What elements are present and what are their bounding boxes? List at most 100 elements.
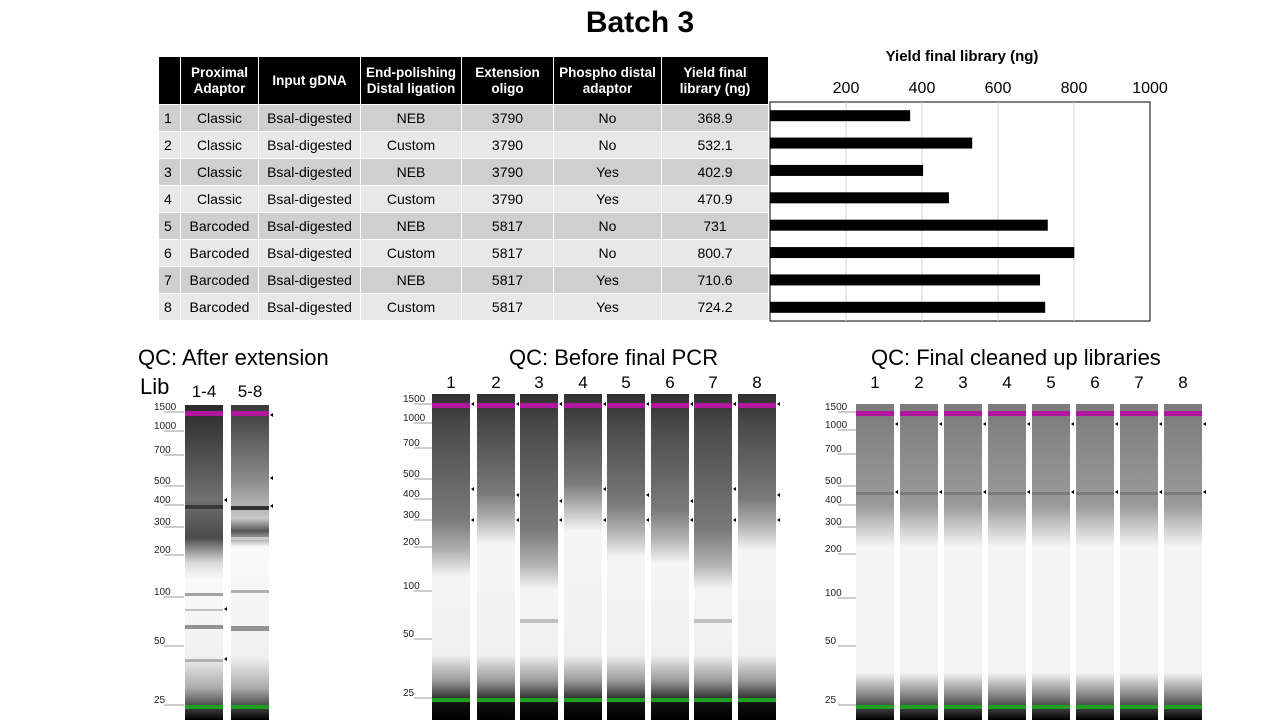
- cell-end-polishing: NEB: [360, 104, 462, 132]
- cell-extension-oligo: 3790: [461, 131, 554, 159]
- peak-marker: [1071, 490, 1074, 494]
- peak-marker: [270, 504, 273, 508]
- cell-index: 2: [159, 131, 181, 159]
- x-tick-label: 1000: [1132, 80, 1168, 97]
- gel-lane: [900, 404, 938, 720]
- cell-yield: 470.9: [661, 185, 769, 213]
- cell-input-gdna: Bsal-digested: [258, 104, 361, 132]
- lower-marker-band: [738, 698, 776, 702]
- gel-band: [231, 537, 269, 540]
- ladder-label: 300: [403, 510, 420, 521]
- peak-marker: [1027, 422, 1030, 426]
- upper-marker-band: [988, 411, 1026, 416]
- lower-marker-band: [988, 705, 1026, 709]
- lane-label: 3: [958, 373, 967, 392]
- header-input-gdna: Input gDNA: [258, 57, 361, 105]
- lane-label: 1-4: [192, 382, 217, 401]
- cell-input-gdna: Bsal-digested: [258, 185, 361, 213]
- table-row: 4 Classic Bsal-digested Custom 3790 Yes 470.9: [159, 185, 769, 213]
- cell-input-gdna: Bsal-digested: [258, 239, 361, 267]
- x-tick-label: 400: [909, 80, 936, 97]
- lower-marker-band: [432, 698, 470, 702]
- chart-title: Yield final library (ng): [885, 48, 1039, 65]
- gel-lane: [185, 405, 223, 720]
- gel-lane: [1120, 404, 1158, 720]
- cell-index: 5: [159, 212, 181, 240]
- cell-phospho-adaptor: Yes: [553, 266, 662, 294]
- lower-marker-band: [651, 698, 689, 702]
- cell-proximal-adaptor: Classic: [180, 185, 259, 213]
- bar-7: [770, 274, 1041, 286]
- cell-extension-oligo: 5817: [461, 266, 554, 294]
- gel-band: [1076, 492, 1114, 495]
- peak-marker: [1027, 490, 1030, 494]
- gel-band: [1120, 492, 1158, 495]
- cell-proximal-adaptor: Classic: [180, 158, 259, 186]
- cell-phospho-adaptor: No: [553, 104, 662, 132]
- cell-input-gdna: Bsal-digested: [258, 212, 361, 240]
- peak-marker: [270, 413, 273, 417]
- lane-label: 4: [578, 373, 587, 392]
- cell-proximal-adaptor: Classic: [180, 104, 259, 132]
- bar-2: [770, 137, 973, 149]
- peak-marker: [224, 498, 227, 502]
- upper-marker-band: [607, 403, 645, 408]
- bar-8: [770, 301, 1046, 313]
- ladder-label: 500: [403, 469, 420, 480]
- peak-marker: [471, 518, 474, 522]
- header-yield: Yield final library (ng): [661, 57, 769, 105]
- upper-marker-band: [185, 411, 223, 416]
- cell-extension-oligo: 5817: [461, 293, 554, 320]
- peak-marker: [983, 422, 986, 426]
- peak-marker: [1115, 490, 1118, 494]
- peak-marker: [516, 518, 519, 522]
- cell-input-gdna: Bsal-digested: [258, 293, 361, 320]
- upper-marker-band: [564, 403, 602, 408]
- ladder-label: 100: [154, 587, 171, 598]
- ladder-label: 50: [825, 636, 837, 647]
- peak-marker: [646, 493, 649, 497]
- ladder-label: 25: [825, 695, 837, 706]
- peak-marker: [646, 402, 649, 406]
- upper-marker-band: [477, 403, 515, 408]
- ladder-label: 700: [825, 444, 842, 455]
- ladder-label: 300: [154, 517, 171, 528]
- peak-marker: [733, 487, 736, 491]
- gel-band: [185, 609, 223, 611]
- ladder-label: 25: [403, 688, 415, 699]
- peak-marker: [1159, 490, 1162, 494]
- lower-marker-band: [1032, 705, 1070, 709]
- peak-marker: [690, 402, 693, 406]
- peak-marker: [1203, 490, 1206, 494]
- cell-phospho-adaptor: Yes: [553, 185, 662, 213]
- cell-input-gdna: Bsal-digested: [258, 158, 361, 186]
- gel-title-before-pcr: QC: Before final PCR: [509, 345, 719, 370]
- peak-marker: [603, 402, 606, 406]
- cell-end-polishing: NEB: [360, 212, 462, 240]
- ladder-label: 200: [403, 537, 420, 548]
- peak-marker: [983, 490, 986, 494]
- ladder-label: 100: [825, 588, 842, 599]
- peak-marker: [733, 518, 736, 522]
- table-row: 2 Classic Bsal-digested Custom 3790 No 532.1: [159, 131, 769, 159]
- ladder-label: 100: [403, 581, 420, 592]
- plot-frame: [769, 101, 1151, 322]
- peak-marker: [559, 402, 562, 406]
- cell-proximal-adaptor: Barcoded: [180, 239, 259, 267]
- gel-band: [185, 593, 223, 596]
- cell-phospho-adaptor: Yes: [553, 293, 662, 320]
- lower-marker-band: [1164, 705, 1202, 709]
- ladder-label: 200: [825, 544, 842, 555]
- cell-index: 1: [159, 104, 181, 132]
- ladder-label: 25: [154, 695, 166, 706]
- peak-marker: [270, 476, 273, 480]
- upper-marker-band: [944, 411, 982, 416]
- gel-band: [1032, 492, 1070, 495]
- gel-lane: [1076, 404, 1114, 720]
- cell-yield: 368.9: [661, 104, 769, 132]
- peak-marker: [690, 518, 693, 522]
- cell-proximal-adaptor: Barcoded: [180, 293, 259, 320]
- lower-marker-band: [856, 705, 894, 709]
- peak-marker: [1203, 422, 1206, 426]
- upper-marker-band: [1076, 411, 1114, 416]
